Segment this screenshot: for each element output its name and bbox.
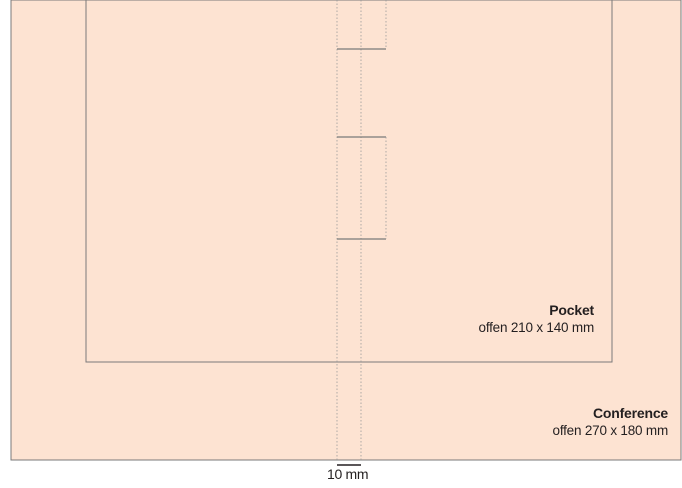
conference-label: Conference offen 270 x 180 mm: [552, 405, 669, 439]
conference-title: Conference: [592, 405, 668, 421]
conference-size: offen 270 x 180 mm: [552, 422, 669, 438]
pocket-label: Pocket offen 210 x 140 mm: [478, 302, 595, 336]
spine-measure-label: 10 mm: [327, 466, 369, 482]
conference-format-area: [10, 0, 682, 461]
pocket-format-outline: [85, 0, 613, 363]
pocket-title: Pocket: [549, 302, 594, 318]
pocket-size: offen 210 x 140 mm: [478, 319, 595, 335]
